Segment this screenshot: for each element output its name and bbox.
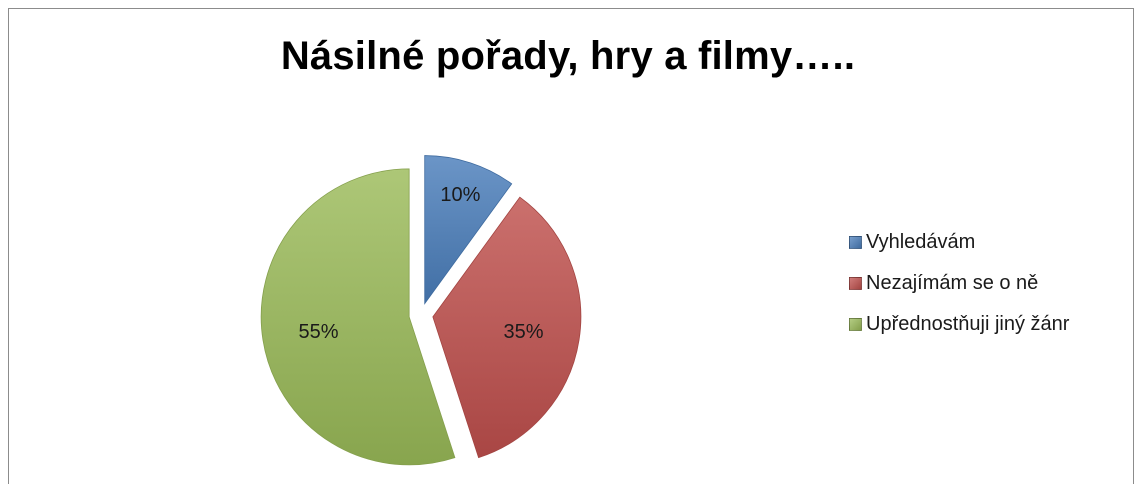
pie-slice-2 xyxy=(432,196,582,459)
pie-slice-3 xyxy=(260,168,456,466)
legend-label: Upřednostňuji jiný žánr xyxy=(866,313,1070,335)
legend-swatch xyxy=(849,236,862,249)
legend-label: Vyhledávám xyxy=(866,231,976,253)
slice-label-1: 10% xyxy=(440,184,480,206)
legend-label: Nezajímám se o ně xyxy=(866,272,1039,294)
legend-item: Vyhledávám xyxy=(849,228,1069,257)
legend: Vyhledávám Nezajímám se o ně Upřednostňuji… xyxy=(849,228,1069,351)
legend-item: Upřednostňuji jiný žánr xyxy=(849,310,1069,339)
slice-label-2: 35% xyxy=(503,321,543,343)
slice-label-3: 55% xyxy=(299,321,339,343)
legend-swatch xyxy=(849,318,862,331)
chart-area xyxy=(8,8,1134,484)
pie-slice-1 xyxy=(424,155,513,305)
legend-swatch xyxy=(849,277,862,290)
chart-title: Násilné pořady, hry a filmy….. xyxy=(280,34,856,78)
legend-item: Nezajímám se o ně xyxy=(849,269,1069,298)
